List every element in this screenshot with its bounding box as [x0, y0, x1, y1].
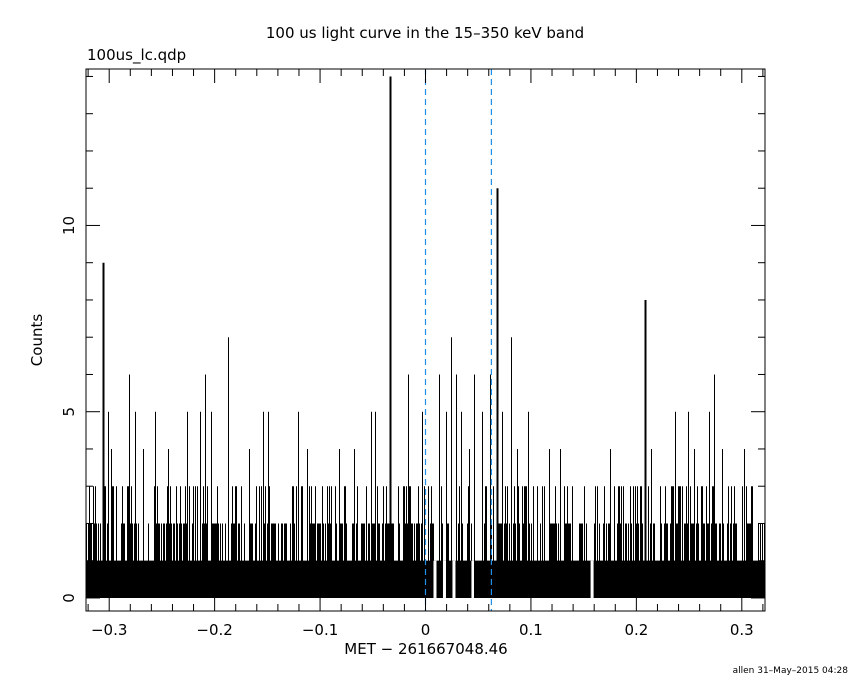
y-axis-label: Counts [28, 314, 46, 367]
x-tick-label: 0.2 [624, 621, 648, 639]
x-tick-label: −0.1 [302, 621, 338, 639]
y-tick-label: 10 [60, 216, 78, 235]
zero-count-gap [590, 560, 594, 598]
x-tick-label: 0.1 [519, 621, 543, 639]
y-tick-label: 0 [60, 593, 78, 603]
x-axis-ticks: −0.3 −0.2 −0.1 0 0.1 0.2 0.3 [87, 69, 764, 639]
zero-count-gap [452, 560, 456, 598]
file-name-label: 100us_lc.qdp [87, 46, 186, 65]
x-tick-label: −0.2 [196, 621, 232, 639]
footer-stamp: allen 31–May–2015 04:28 [733, 666, 849, 676]
x-tick-label: 0.3 [730, 621, 754, 639]
x-axis-label: MET − 261667048.46 [344, 640, 507, 658]
interval-markers [424, 69, 492, 611]
x-tick-label: −0.3 [91, 621, 127, 639]
zero-count-gap [442, 560, 446, 598]
zero-count-gap [433, 560, 437, 598]
x-tick-label: 0 [421, 621, 431, 639]
chart-title: 100 us light curve in the 15–350 keV ban… [266, 24, 584, 42]
y-tick-label: 5 [60, 407, 78, 417]
y-axis-ticks: 0 5 10 [60, 75, 765, 603]
zero-count-gap [471, 560, 475, 598]
